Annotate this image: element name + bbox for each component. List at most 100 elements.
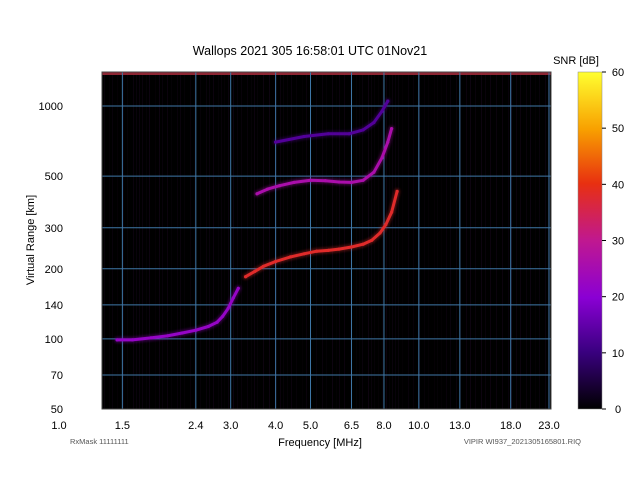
y-axis-ticks: 50 70 100 140 200 300 500 1000	[39, 101, 63, 416]
y-tick-label: 1000	[39, 101, 63, 113]
noise-column	[332, 72, 333, 409]
trace-point	[302, 134, 306, 139]
noise-column	[247, 72, 248, 409]
noise-column	[359, 72, 360, 409]
noise-column	[516, 72, 517, 409]
noise-column	[316, 72, 317, 409]
noise-column	[413, 72, 414, 409]
noise-column	[535, 72, 536, 409]
x-tick-label: 1.5	[115, 420, 130, 432]
noise-column	[159, 72, 160, 409]
trace-point	[130, 338, 134, 342]
trace-point	[337, 247, 341, 251]
noise-column	[446, 72, 447, 409]
noise-column	[221, 72, 222, 409]
noise-column	[470, 72, 471, 409]
noise-column	[283, 72, 284, 409]
noise-column	[296, 72, 297, 409]
noise-column	[171, 72, 172, 409]
trace-point	[361, 178, 365, 182]
trace-point	[372, 120, 376, 125]
x-tick-label: 5.0	[303, 420, 318, 432]
trace-point	[226, 306, 230, 311]
noise-column	[398, 72, 399, 409]
noise-column	[392, 72, 393, 409]
noise-column	[530, 72, 531, 409]
trace-point	[347, 132, 351, 136]
noise-column	[209, 72, 210, 409]
trace-point	[315, 249, 319, 253]
noise-column	[167, 72, 168, 409]
noise-column	[350, 72, 351, 409]
x-tick-label: 4.0	[268, 420, 283, 432]
trace-point	[386, 99, 390, 103]
trace-point	[378, 231, 382, 235]
trace-point	[390, 127, 394, 131]
noise-column	[213, 72, 214, 409]
trace-point	[115, 338, 119, 342]
noise-column	[104, 72, 105, 409]
x-axis-label: Frequency [MHz]	[278, 437, 362, 449]
trace-point	[288, 255, 293, 259]
noise-column	[395, 72, 396, 409]
noise-column	[139, 72, 140, 409]
y-tick-label: 500	[45, 171, 63, 183]
trace-point	[253, 269, 257, 273]
colorbar-tick-label: 50	[612, 123, 624, 135]
noise-column	[133, 72, 134, 409]
trace-point	[277, 184, 282, 188]
trace-point	[395, 189, 399, 193]
noise-column	[251, 72, 252, 409]
x-tick-label: 8.0	[376, 420, 391, 432]
noise-column	[287, 72, 288, 409]
noise-column	[241, 72, 242, 409]
noise-column	[362, 72, 363, 409]
colorbar-tick-label: 10	[612, 348, 624, 360]
x-tick-label: 1.0	[51, 420, 66, 432]
noise-column	[200, 72, 201, 409]
noise-column	[224, 72, 225, 409]
trace-point	[292, 180, 296, 184]
trace-e-layer	[115, 286, 240, 342]
noise-column	[441, 72, 442, 409]
trace-point	[215, 320, 219, 324]
trace-point	[255, 192, 259, 196]
noise-column	[263, 72, 264, 409]
trace-point	[323, 179, 327, 183]
noise-column	[228, 72, 229, 409]
trace-point	[349, 180, 354, 184]
trace-point	[231, 296, 235, 300]
noise-column	[539, 72, 540, 409]
grid	[102, 72, 551, 409]
trace-point	[390, 210, 394, 214]
colorbar-label: SNR [dB]	[553, 55, 599, 67]
noise-column	[280, 72, 281, 409]
noise-column	[339, 72, 340, 409]
x-tick-label: 18.0	[500, 420, 521, 432]
noise-column	[502, 72, 503, 409]
noise-column	[322, 72, 323, 409]
noise-column	[177, 72, 178, 409]
noise-column	[109, 72, 110, 409]
noise-column	[146, 72, 147, 409]
noise-column	[456, 72, 457, 409]
noise-column	[149, 72, 150, 409]
colorbar-tick-label: 20	[612, 292, 624, 304]
noise-column	[123, 72, 124, 409]
noise-column	[302, 72, 303, 409]
trace-point	[180, 331, 184, 335]
noise-column	[291, 72, 292, 409]
trace-point	[361, 242, 365, 246]
trace-point	[380, 109, 384, 113]
trace-point	[194, 328, 198, 332]
top-noise-band	[102, 72, 551, 75]
y-axis-label: Virtual Range [km]	[25, 195, 37, 285]
colorbar-tick-label: 30	[612, 236, 624, 248]
plot-frame	[101, 71, 552, 410]
trace-point	[165, 334, 169, 338]
noise-column	[127, 72, 128, 409]
noise-column	[511, 72, 512, 409]
y-tick-label: 70	[51, 370, 63, 382]
noise-column	[117, 72, 118, 409]
